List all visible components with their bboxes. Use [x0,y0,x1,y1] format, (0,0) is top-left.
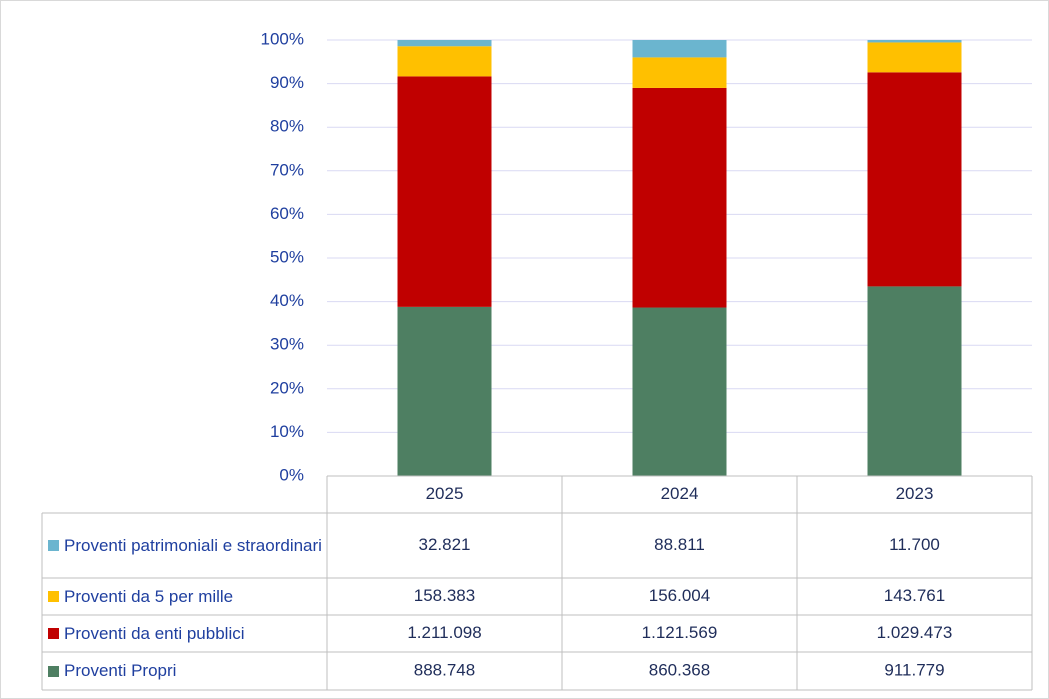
bar-segment [397,40,492,47]
y-tick-label: 70% [270,160,304,179]
y-tick-label: 100% [261,29,304,48]
x-tick-label: 2024 [661,484,699,503]
y-tick-label: 40% [270,291,304,310]
bar-segment [867,42,962,73]
bar-segment [397,46,492,77]
legend-swatch [48,665,59,677]
y-tick-label: 60% [270,204,304,223]
bar-segment [867,40,962,43]
table-value: 860.368 [649,660,710,679]
y-tick-label: 20% [270,378,304,397]
y-tick-label: 90% [270,73,304,92]
bar-segment [867,286,962,476]
y-tick-label: 80% [270,117,304,136]
table-value: 11.700 [889,535,940,554]
legend-cell: Proventi da 5 per mille [42,578,327,615]
y-tick-label: 50% [270,247,304,266]
legend-label: Proventi Propri [64,661,177,680]
legend-swatch [48,540,59,551]
legend-item: Proventi da enti pubblici [42,615,327,652]
x-tick-label: 2023 [896,484,934,503]
table-value: 88.811 [654,535,705,554]
y-tick-label: 30% [270,335,304,354]
legend-item: Proventi Propri [42,652,327,690]
legend-swatch [48,591,59,602]
legend-item: Proventi patrimoniali e straordinari [42,513,327,578]
y-tick-label: 10% [270,422,304,441]
table-value: 32.821 [419,535,471,554]
y-tick-label: 0% [279,465,304,484]
bar-segment [632,40,727,58]
legend-item: Proventi da 5 per mille [42,578,327,615]
bar-segment [632,307,727,476]
table-value: 158.383 [414,586,475,605]
legend-cell: Proventi da enti pubblici [42,615,327,652]
table-value: 888.748 [414,660,475,679]
legend-label: Proventi da 5 per mille [64,586,234,606]
legend-label: Proventi patrimoniali e straordinari [64,535,322,555]
x-tick-label: 2025 [426,484,464,503]
table-value: 156.004 [649,586,710,605]
bar-segment [397,76,492,307]
legend-cell: Proventi patrimoniali e straordinari [42,513,327,578]
table-value: 911.779 [884,660,944,679]
table-value: 1.029.473 [877,623,953,642]
bar-segment [632,87,727,308]
legend-cell: Proventi Propri [42,652,327,690]
bar-segment [632,57,727,88]
table-value: 1.211.098 [407,623,481,642]
table-value: 1.121.569 [642,623,718,642]
legend-label: Proventi da enti pubblici [64,623,245,643]
bar-segment [867,72,962,287]
bar-segment [397,306,492,476]
legend-swatch [48,628,59,639]
table-value: 143.761 [884,586,945,605]
